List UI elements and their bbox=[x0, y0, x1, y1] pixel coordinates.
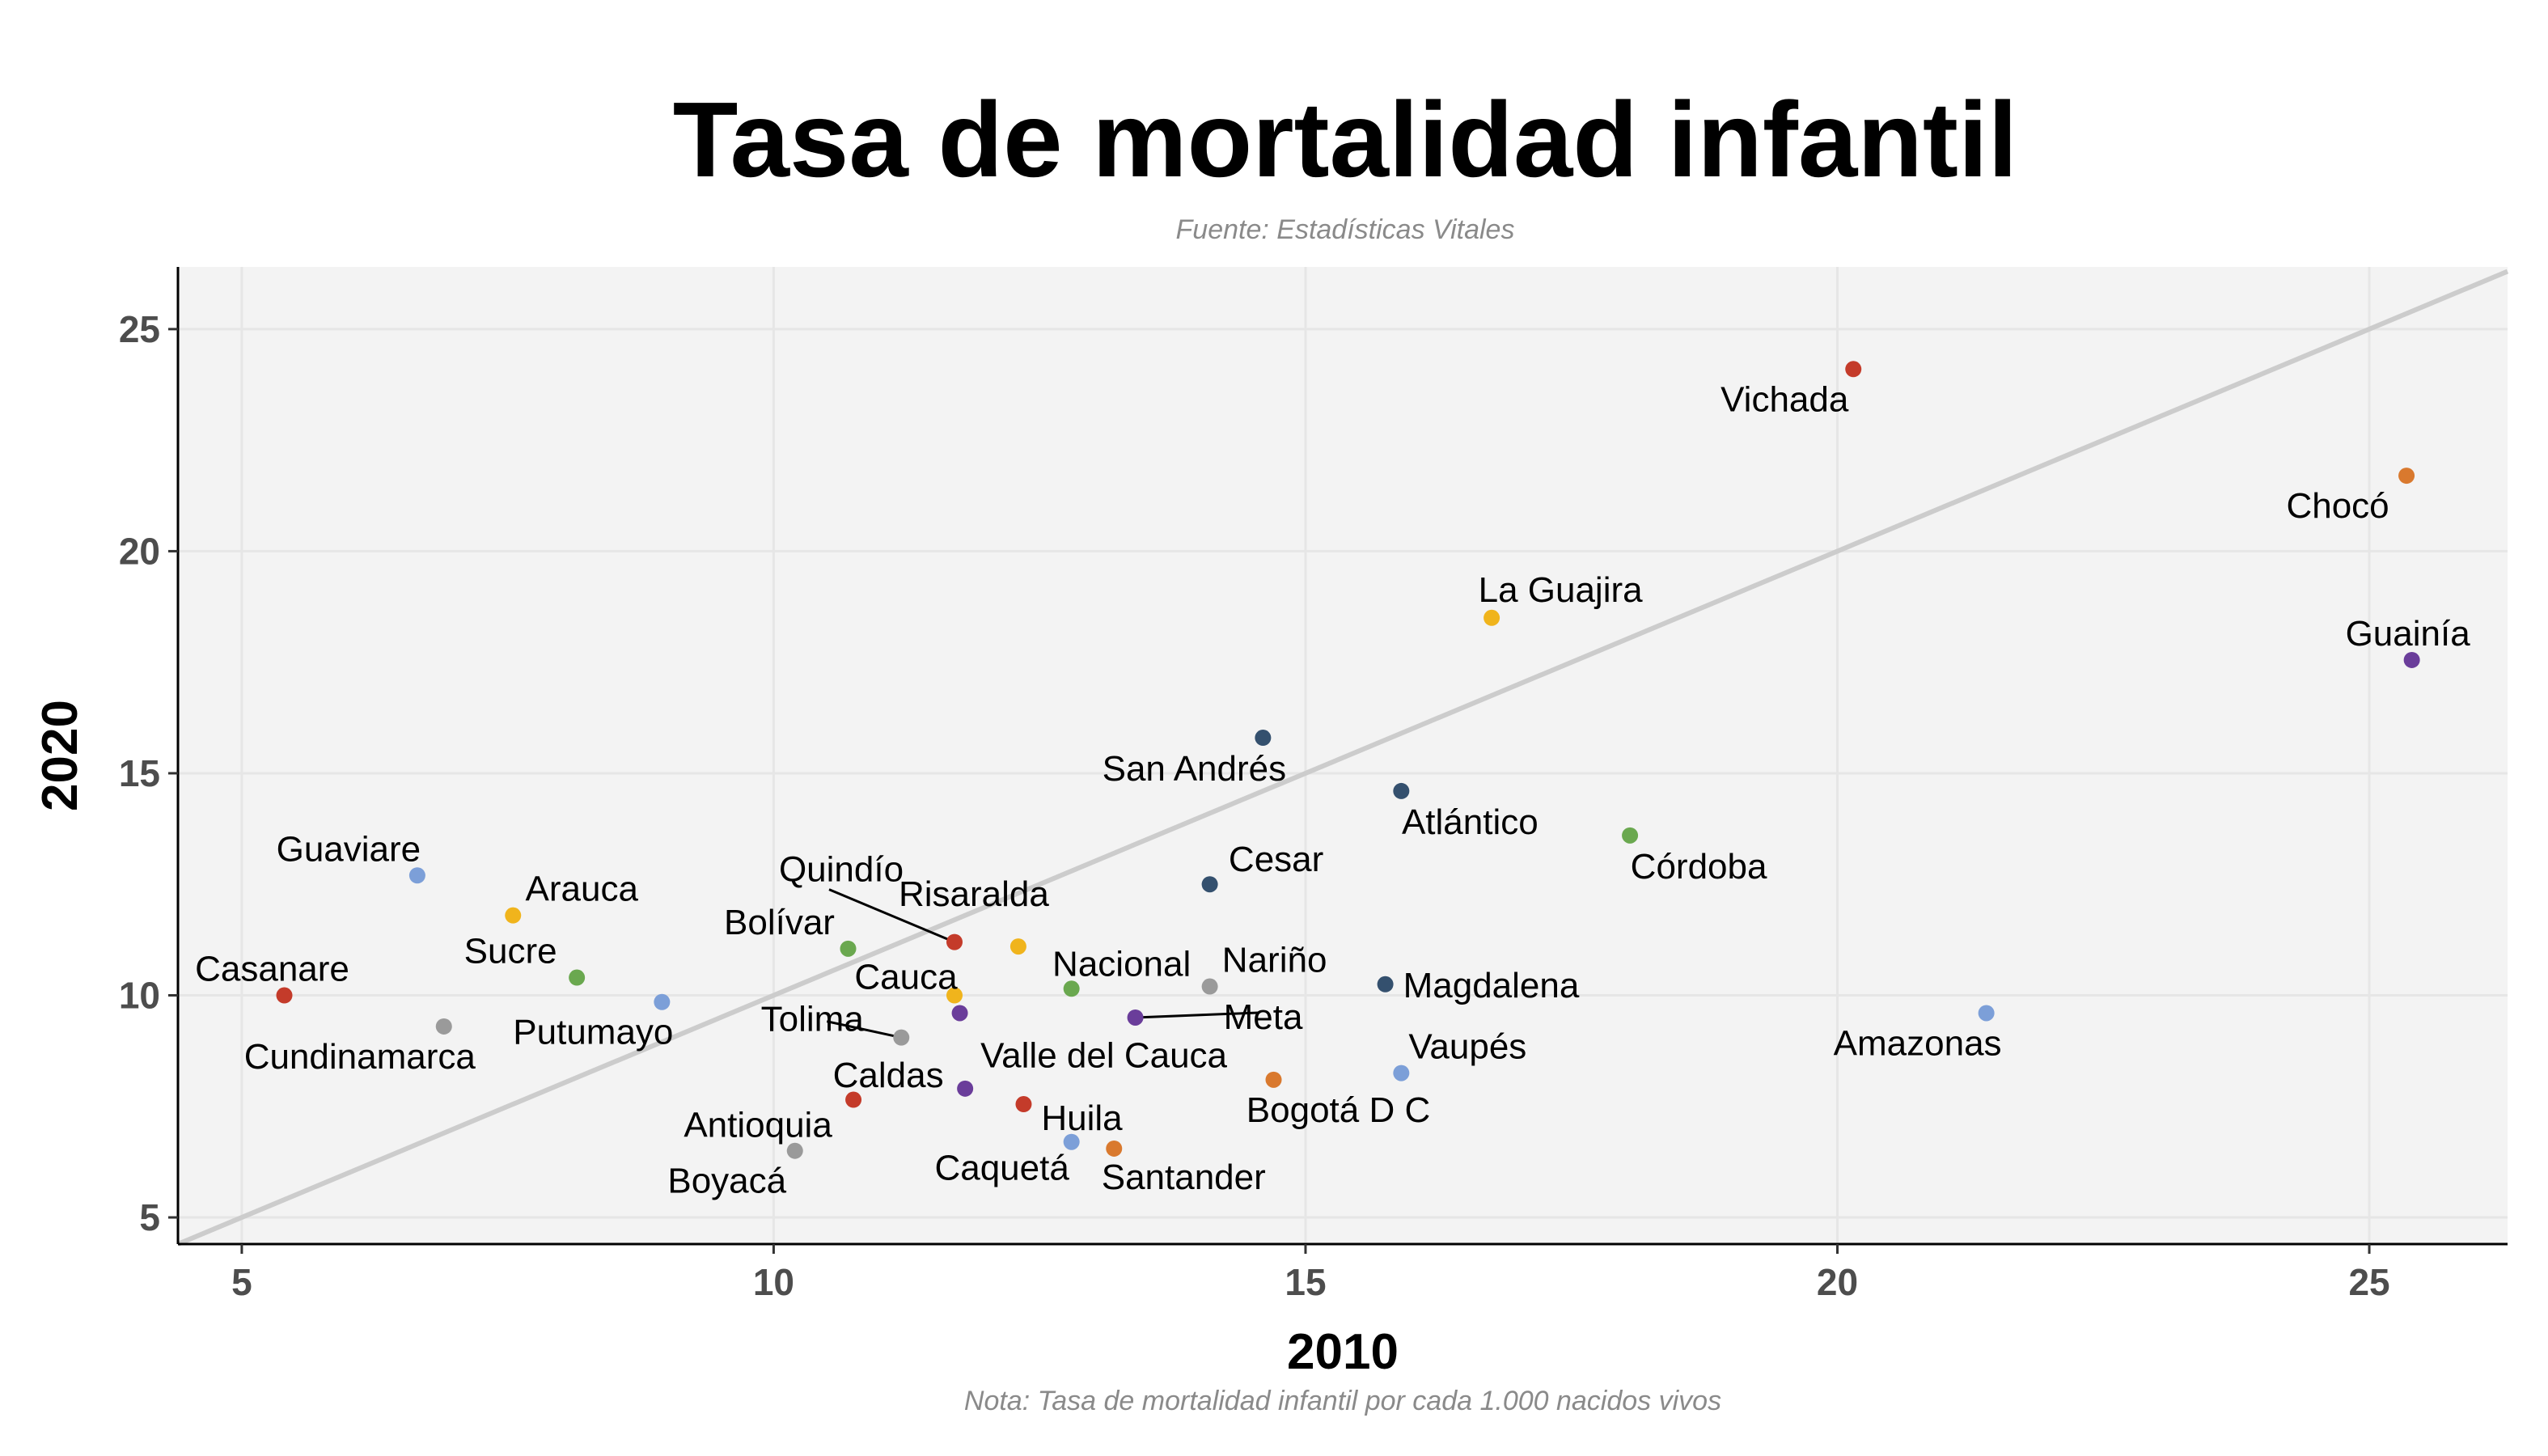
point-risaralda bbox=[1009, 938, 1026, 955]
label-quindio: Quindío bbox=[779, 850, 904, 890]
point-magdalena bbox=[1377, 976, 1394, 993]
point-vaupes bbox=[1393, 1064, 1410, 1081]
point-cordoba bbox=[1622, 827, 1639, 844]
point-narino bbox=[1201, 978, 1218, 995]
label-atlantico: Atlántico bbox=[1402, 802, 1539, 842]
label-cauca: Cauca bbox=[854, 958, 958, 997]
point-sucre bbox=[569, 969, 586, 986]
point-caqueta bbox=[1063, 1133, 1080, 1150]
leader-line-quindio bbox=[828, 888, 955, 944]
x-tick-label: 20 bbox=[1817, 1261, 1858, 1303]
point-antioquia bbox=[845, 1091, 862, 1108]
point-choco bbox=[2398, 468, 2415, 485]
label-meta: Meta bbox=[1224, 997, 1303, 1037]
x-axis-title: 2010 bbox=[1287, 1324, 1399, 1380]
point-santander bbox=[1106, 1140, 1123, 1157]
point-valle-del-cauca bbox=[951, 1005, 968, 1022]
label-cordoba: Córdoba bbox=[1631, 847, 1767, 887]
label-sucre: Sucre bbox=[464, 932, 557, 971]
label-caqueta: Caquetá bbox=[934, 1149, 1069, 1188]
point-san-andres bbox=[1255, 730, 1272, 747]
x-tick-label: 15 bbox=[1285, 1261, 1326, 1303]
label-bogota-d-c: Bogotá D C bbox=[1246, 1090, 1430, 1130]
point-nacional bbox=[1063, 980, 1080, 997]
point-guaviare bbox=[408, 867, 425, 884]
label-santander: Santander bbox=[1102, 1158, 1266, 1197]
label-arauca: Arauca bbox=[526, 870, 639, 909]
point-guainia bbox=[2403, 651, 2420, 668]
point-labels: Vichada Chocó La Guajira Guainía San Andrés A… bbox=[195, 379, 2470, 1200]
point-putumayo bbox=[654, 993, 671, 1010]
point-meta bbox=[1127, 1009, 1144, 1026]
label-huila: Huila bbox=[1041, 1098, 1123, 1138]
label-guaviare: Guaviare bbox=[277, 829, 421, 869]
leader-line-meta bbox=[1135, 1011, 1259, 1019]
x-tick-label: 5 bbox=[231, 1261, 252, 1303]
gridlines bbox=[178, 267, 2508, 1244]
label-risaralda: Risaralda bbox=[899, 874, 1049, 914]
axis-ticks: 5 10 15 20 25 5 10 15 20 25 bbox=[119, 308, 2390, 1303]
x-tick-label: 10 bbox=[753, 1261, 794, 1303]
point-boyaca bbox=[786, 1142, 803, 1159]
y-tick-label: 20 bbox=[119, 530, 160, 572]
label-antioquia: Antioquia bbox=[684, 1106, 832, 1145]
label-nacional: Nacional bbox=[1052, 944, 1191, 984]
label-cundinamarca: Cundinamarca bbox=[244, 1037, 476, 1077]
x-tick-label: 25 bbox=[2348, 1261, 2389, 1303]
label-leader-lines bbox=[826, 888, 1259, 1039]
chart-caption: Nota: Tasa de mortalidad infantil por ca… bbox=[964, 1386, 1721, 1416]
label-san-andres: San Andrés bbox=[1103, 749, 1287, 789]
point-huila bbox=[1015, 1096, 1032, 1113]
leader-line-tolima bbox=[826, 1020, 902, 1039]
reference-line bbox=[176, 269, 2509, 1246]
point-casanare bbox=[276, 987, 293, 1004]
label-bolivar: Bolívar bbox=[724, 903, 835, 942]
chart-subtitle: Fuente: Estadísticas Vitales bbox=[1176, 214, 1515, 245]
label-casanare: Casanare bbox=[195, 950, 349, 989]
label-tolima: Tolima bbox=[761, 1000, 865, 1039]
point-tolima bbox=[893, 1029, 910, 1046]
point-cauca bbox=[946, 987, 963, 1004]
label-putumayo: Putumayo bbox=[513, 1013, 673, 1052]
point-cesar bbox=[1201, 876, 1218, 893]
label-vichada: Vichada bbox=[1721, 379, 1849, 419]
point-amazonas bbox=[1978, 1005, 1995, 1022]
label-valle-del-cauca: Valle del Cauca bbox=[980, 1035, 1227, 1075]
point-vichada bbox=[1845, 361, 1862, 378]
label-vaupes: Vaupés bbox=[1408, 1027, 1526, 1067]
point-arauca bbox=[505, 907, 522, 924]
label-caldas: Caldas bbox=[833, 1056, 944, 1095]
label-narino: Nariño bbox=[1222, 941, 1327, 980]
label-magdalena: Magdalena bbox=[1403, 966, 1580, 1005]
label-guainia: Guainía bbox=[2346, 614, 2471, 654]
point-cundinamarca bbox=[435, 1018, 452, 1035]
label-la-guajira: La Guajira bbox=[1479, 570, 1644, 610]
label-choco: Chocó bbox=[2286, 486, 2389, 526]
point-quindio bbox=[946, 933, 963, 950]
point-bogota-d-c bbox=[1265, 1071, 1282, 1088]
label-boyaca: Boyacá bbox=[667, 1162, 786, 1201]
y-tick-label: 15 bbox=[119, 752, 160, 794]
point-atlantico bbox=[1393, 782, 1410, 799]
point-la-guajira bbox=[1484, 609, 1500, 626]
y-tick-label: 10 bbox=[119, 975, 160, 1017]
data-points bbox=[276, 361, 2420, 1159]
point-caldas bbox=[957, 1080, 974, 1097]
chart-title: Tasa de mortalidad infantil bbox=[673, 80, 2018, 199]
y-axis-title: 2020 bbox=[32, 700, 88, 811]
y-tick-label: 5 bbox=[139, 1196, 160, 1238]
label-cesar: Cesar bbox=[1229, 840, 1323, 879]
y-tick-label: 25 bbox=[119, 308, 160, 350]
label-amazonas: Amazonas bbox=[1834, 1023, 2002, 1063]
point-bolivar bbox=[840, 940, 857, 957]
